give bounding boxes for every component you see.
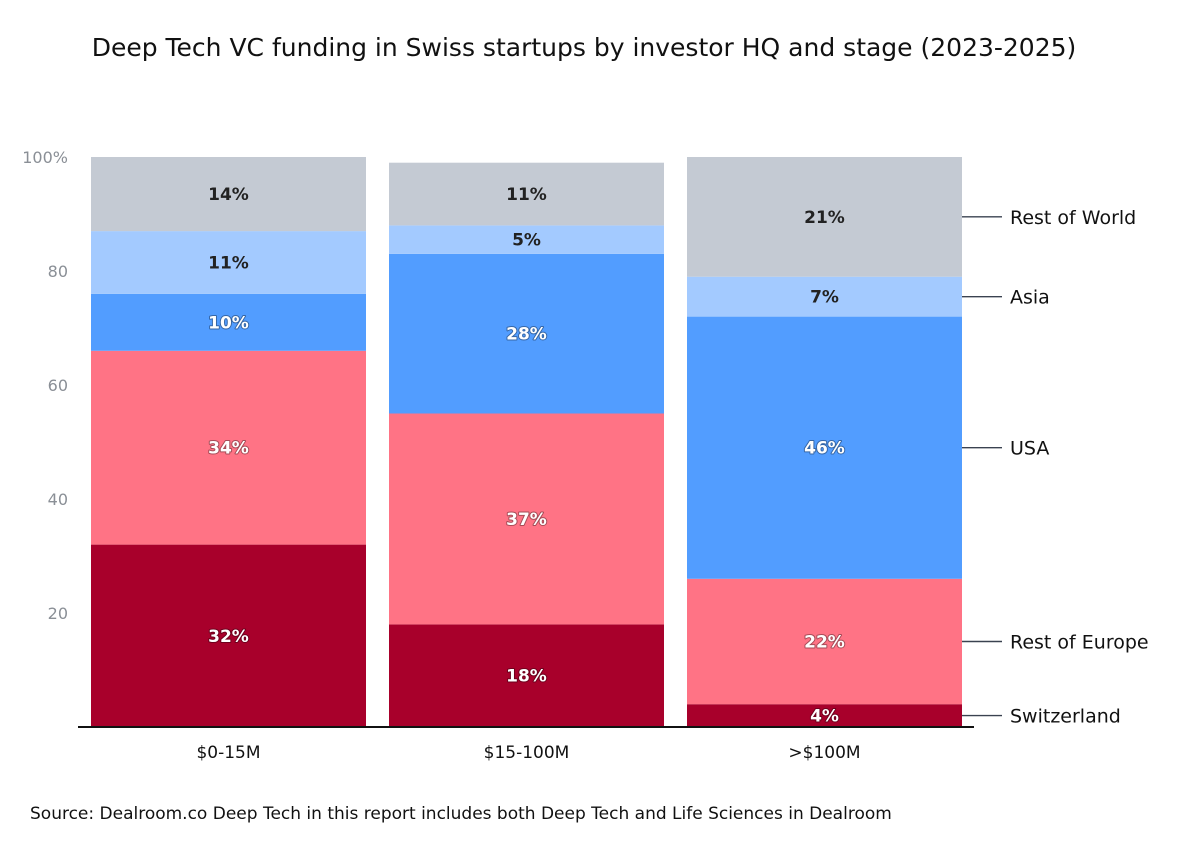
legend: Switzerland Rest of Europe USA Asia Rest of … xyxy=(962,207,1149,728)
legend-label: Asia xyxy=(1010,287,1050,309)
y-tick-label: 60 xyxy=(48,376,68,395)
bar-segment-usa xyxy=(687,316,962,579)
bar-group-15-100m: 18% 37% 28% 5% 11% xyxy=(389,162,664,727)
data-label: 21% xyxy=(804,208,845,228)
data-label: 14% xyxy=(208,185,249,205)
bar-segment-rest-of-world xyxy=(91,157,366,232)
bar-segment-rest-of-europe xyxy=(687,578,962,705)
data-label: 7% xyxy=(810,288,839,308)
data-label: 11% xyxy=(208,253,249,273)
legend-label: Rest of World xyxy=(1010,207,1136,229)
data-label: 10% xyxy=(208,313,249,333)
chart-title: Deep Tech VC funding in Swiss startups b… xyxy=(92,33,1077,62)
source-note: Source: Dealroom.co Deep Tech in this re… xyxy=(30,804,892,824)
data-label: 28% xyxy=(506,325,547,345)
bar-segment-switzerland xyxy=(687,704,962,727)
data-label: 32% xyxy=(208,627,249,647)
bar-segment-rest-of-world xyxy=(389,162,664,226)
data-label: 46% xyxy=(804,439,845,459)
bar-segment-asia xyxy=(91,231,366,294)
data-label: 34% xyxy=(208,439,249,459)
x-tick-label: $0-15M xyxy=(196,743,260,763)
data-label: 4% xyxy=(810,707,839,727)
bar-segment-switzerland xyxy=(389,624,664,727)
bar-segment-usa xyxy=(91,293,366,351)
legend-label: USA xyxy=(1010,438,1049,460)
bar-group-100m: 4% 22% 46% 7% 21% xyxy=(687,157,962,728)
x-tick-label: >$100M xyxy=(788,743,860,763)
y-tick-label: 100% xyxy=(22,148,68,167)
y-tick-label: 40 xyxy=(48,490,68,509)
bar-segment-rest-of-europe xyxy=(91,350,366,545)
x-tick-label: $15-100M xyxy=(484,743,570,763)
legend-item-rest-of-world: Rest of World xyxy=(962,207,1136,229)
plot-area: 32% 34% 10% 11% 14% 18% 37% 28% 5% 11% 4% 22% 46% 7% 2… xyxy=(91,157,962,728)
bar-segment-asia xyxy=(687,276,962,317)
y-tick-label: 20 xyxy=(48,604,68,623)
legend-label: Switzerland xyxy=(1010,706,1121,728)
legend-item-switzerland: Switzerland xyxy=(962,706,1121,728)
data-label: 37% xyxy=(506,510,547,530)
legend-label: Rest of Europe xyxy=(1010,632,1149,654)
bar-segment-usa xyxy=(389,253,664,414)
data-label: 18% xyxy=(506,667,547,687)
bar-segment-switzerland xyxy=(91,544,366,727)
y-tick-label: 80 xyxy=(48,262,68,281)
y-axis: 100% 80 60 40 20 xyxy=(22,148,68,623)
data-label: 22% xyxy=(804,633,845,653)
data-label: 5% xyxy=(512,231,541,251)
legend-item-asia: Asia xyxy=(962,287,1050,309)
x-axis: $0-15M $15-100M >$100M xyxy=(196,743,860,763)
data-label: 11% xyxy=(506,185,547,205)
bar-segment-rest-of-europe xyxy=(389,413,664,625)
bar-segment-asia xyxy=(389,225,664,254)
bar-group-0-15m: 32% 34% 10% 11% 14% xyxy=(91,157,366,727)
bar-segment-rest-of-world xyxy=(687,157,962,277)
legend-item-usa: USA xyxy=(962,438,1049,460)
legend-item-rest-of-europe: Rest of Europe xyxy=(962,632,1149,654)
